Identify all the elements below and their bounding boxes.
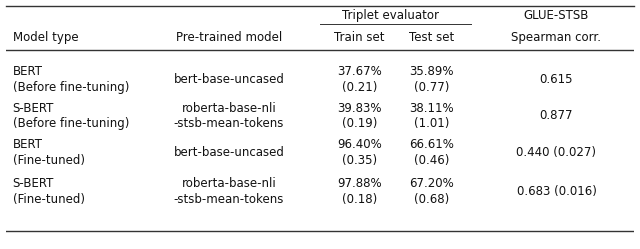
Text: -stsb-mean-tokens: -stsb-mean-tokens (174, 117, 284, 130)
Text: roberta-base-nli: roberta-base-nli (182, 178, 276, 190)
Text: Triplet evaluator: Triplet evaluator (342, 9, 440, 22)
Text: 66.61%: 66.61% (409, 138, 454, 151)
Text: (Before fine-tuning): (Before fine-tuning) (13, 117, 129, 130)
Text: (0.21): (0.21) (342, 80, 377, 94)
Text: 97.88%: 97.88% (337, 178, 382, 190)
Text: 35.89%: 35.89% (410, 65, 454, 78)
Text: 39.83%: 39.83% (337, 102, 382, 115)
Text: bert-base-uncased: bert-base-uncased (173, 146, 285, 159)
Text: bert-base-uncased: bert-base-uncased (173, 73, 285, 86)
Text: Test set: Test set (409, 31, 454, 44)
Text: (1.01): (1.01) (414, 117, 449, 130)
Text: (0.46): (0.46) (414, 154, 449, 167)
Text: Pre-trained model: Pre-trained model (176, 31, 282, 44)
Text: BERT: BERT (13, 65, 43, 78)
Text: Model type: Model type (13, 31, 78, 44)
Text: (0.19): (0.19) (342, 117, 377, 130)
Text: S-BERT: S-BERT (13, 102, 54, 115)
Text: Train set: Train set (334, 31, 385, 44)
Text: BERT: BERT (13, 138, 43, 151)
Text: 67.20%: 67.20% (409, 178, 454, 190)
Text: S-BERT: S-BERT (13, 178, 54, 190)
Text: 96.40%: 96.40% (337, 138, 382, 151)
Text: 0.615: 0.615 (540, 73, 573, 86)
Text: 37.67%: 37.67% (337, 65, 382, 78)
Text: 0.683 (0.016): 0.683 (0.016) (516, 185, 596, 198)
Text: (Before fine-tuning): (Before fine-tuning) (13, 80, 129, 94)
Text: (0.35): (0.35) (342, 154, 377, 167)
Text: 0.877: 0.877 (540, 110, 573, 123)
Text: (0.18): (0.18) (342, 193, 377, 206)
Text: Spearman corr.: Spearman corr. (511, 31, 602, 44)
Text: (Fine-tuned): (Fine-tuned) (13, 154, 84, 167)
Text: (0.77): (0.77) (414, 80, 449, 94)
Text: (0.68): (0.68) (414, 193, 449, 206)
Text: roberta-base-nli: roberta-base-nli (182, 102, 276, 115)
Text: GLUE-STSB: GLUE-STSB (524, 9, 589, 22)
Text: 38.11%: 38.11% (410, 102, 454, 115)
Text: 0.440 (0.027): 0.440 (0.027) (516, 146, 596, 159)
Text: -stsb-mean-tokens: -stsb-mean-tokens (174, 193, 284, 206)
Text: (Fine-tuned): (Fine-tuned) (13, 193, 84, 206)
